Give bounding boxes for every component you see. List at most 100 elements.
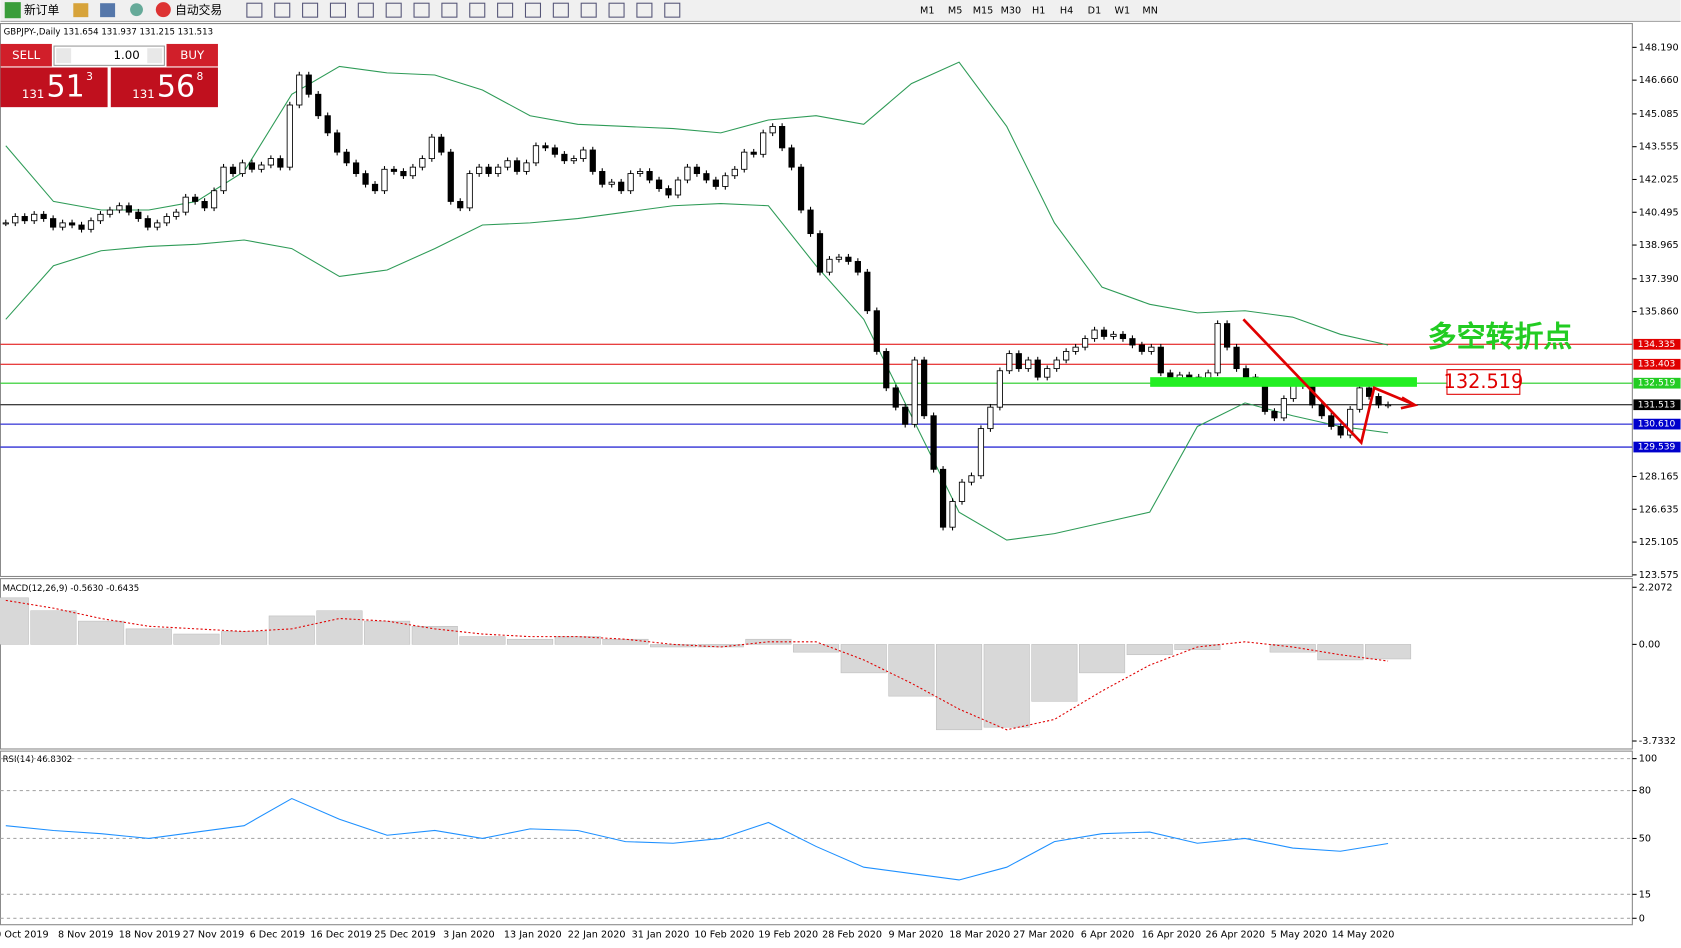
period-button[interactable]: M15: [973, 6, 994, 17]
candle: [684, 166, 691, 181]
sell-price-box[interactable]: [0, 67, 108, 108]
sell-label[interactable]: SELL: [12, 48, 40, 62]
macd-bar: [316, 610, 363, 645]
tool-icon[interactable]: [441, 2, 458, 18]
candle: [864, 271, 871, 312]
auto-trading-icon[interactable]: [155, 2, 171, 18]
tool-icon[interactable]: [302, 2, 319, 18]
candle: [627, 173, 634, 192]
candle: [693, 166, 701, 175]
level-tag: [1633, 358, 1681, 370]
period-button[interactable]: D1: [1088, 6, 1102, 17]
tool-icon[interactable]: [246, 2, 263, 18]
candle: [1347, 408, 1354, 436]
tool-icon[interactable]: [524, 2, 542, 18]
tool-icon[interactable]: [497, 2, 514, 18]
auto-trading[interactable]: 自动交易: [175, 3, 222, 17]
candle: [125, 205, 132, 213]
candle: [532, 145, 540, 164]
tool-icon[interactable]: [329, 2, 346, 18]
new-order[interactable]: 新订单: [24, 3, 60, 17]
candle: [1015, 353, 1022, 370]
x-tick-label: 0 Oct 2019: [0, 929, 49, 940]
tool-icon[interactable]: [552, 2, 569, 18]
tool-icon[interactable]: [130, 3, 143, 17]
candle: [996, 370, 1003, 408]
tool-icon[interactable]: [469, 2, 486, 18]
lots-value[interactable]: 1.00: [114, 48, 140, 62]
candle: [674, 179, 682, 196]
y-tick-label: 50: [1639, 833, 1651, 844]
tool-icon[interactable]: [636, 2, 653, 18]
period-button[interactable]: M1: [920, 6, 934, 17]
level-label: 129.539: [1638, 443, 1676, 453]
price-panel: [0, 23, 1633, 578]
tool-icon[interactable]: [608, 2, 625, 18]
tool-icon[interactable]: [357, 2, 374, 18]
macd-bar: [30, 610, 77, 645]
tool-icon[interactable]: [413, 2, 430, 18]
buy-price-big: 131: [132, 87, 154, 101]
candle: [561, 153, 568, 162]
candle: [599, 171, 606, 185]
period-button[interactable]: M30: [1001, 6, 1022, 17]
macd-bar: [888, 644, 935, 697]
candle: [324, 115, 331, 134]
lots-up[interactable]: [147, 48, 163, 64]
candle: [50, 218, 57, 228]
period-button[interactable]: H4: [1060, 6, 1073, 17]
period-button[interactable]: MN: [1142, 6, 1158, 17]
tool-icon[interactable]: [385, 2, 402, 18]
trend-arrows: [1242, 318, 1419, 446]
y-tick-label: 123.575: [1639, 570, 1679, 581]
y-tick-label: 0.00: [1639, 639, 1660, 650]
candle: [466, 173, 473, 209]
candle: [1138, 344, 1145, 352]
y-tick-label: 2.2072: [1639, 582, 1673, 593]
one-click-trading: SELL 1.00 BUY 131 51 3 131 56 8: [0, 43, 218, 108]
tool-icon[interactable]: [274, 2, 291, 18]
y-tick-label: 126.635: [1639, 504, 1679, 515]
candle: [438, 136, 445, 153]
candle: [551, 147, 559, 155]
candle: [542, 145, 549, 149]
annotation-box: [1446, 369, 1521, 395]
macd-header: MACD(12,26,9) -0.5630 -0.6435: [3, 584, 140, 594]
candle: [1375, 396, 1382, 406]
sell-button[interactable]: [0, 43, 52, 67]
level-label: 133.403: [1638, 360, 1676, 370]
candle: [68, 222, 76, 226]
tool-icon[interactable]: [664, 2, 681, 18]
macd-bar: [1317, 644, 1364, 661]
buy-price-box[interactable]: [110, 67, 218, 108]
lots-down[interactable]: [56, 48, 72, 64]
tool-icon[interactable]: [73, 3, 89, 18]
x-tick-label: 31 Jan 2020: [632, 929, 690, 940]
new-order-icon[interactable]: [4, 2, 21, 19]
candle: [1110, 333, 1117, 337]
candle: [1356, 387, 1363, 410]
x-tick-label: 10 Feb 2020: [694, 929, 754, 940]
buy-label[interactable]: BUY: [180, 48, 205, 62]
lots-input[interactable]: [53, 45, 165, 66]
candle: [97, 213, 104, 222]
macd-bar: [793, 644, 840, 653]
level-tag: [1633, 399, 1681, 411]
x-tick-label: 9 Mar 2020: [888, 929, 943, 940]
macd-bar: [173, 633, 220, 645]
candle: [921, 359, 928, 417]
candle: [334, 132, 341, 153]
period-button[interactable]: M5: [948, 6, 962, 17]
x-tick-label: 27 Nov 2019: [183, 929, 245, 940]
x-tick-label: 13 Jan 2020: [504, 929, 562, 940]
macd-panel: [0, 578, 1633, 750]
period-button[interactable]: H1: [1032, 6, 1045, 17]
y-tick-label: 100: [1639, 754, 1657, 765]
period-button[interactable]: W1: [1114, 6, 1130, 17]
candle: [1053, 359, 1060, 370]
tool-icon[interactable]: [580, 2, 597, 18]
buy-button[interactable]: [166, 43, 218, 67]
candle: [2, 222, 9, 225]
tool-icon[interactable]: [100, 3, 116, 18]
macd-bar: [507, 638, 554, 645]
